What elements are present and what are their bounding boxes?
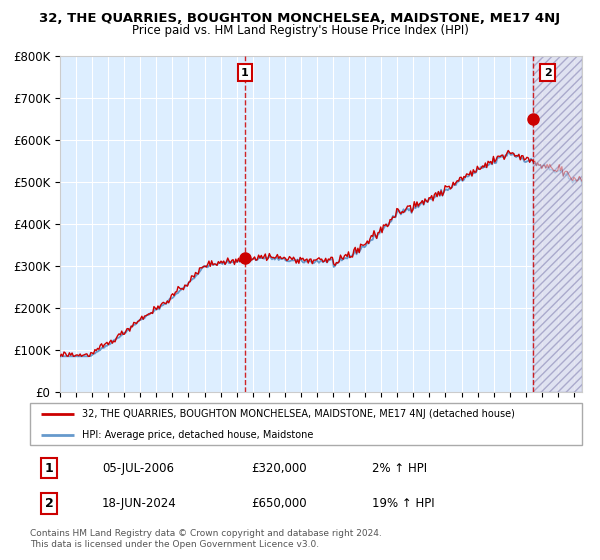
Text: 05-JUL-2006: 05-JUL-2006 [102, 461, 174, 475]
Text: 32, THE QUARRIES, BOUGHTON MONCHELSEA, MAIDSTONE, ME17 4NJ (detached house): 32, THE QUARRIES, BOUGHTON MONCHELSEA, M… [82, 409, 515, 419]
Text: HPI: Average price, detached house, Maidstone: HPI: Average price, detached house, Maid… [82, 430, 314, 440]
Bar [533, 56, 582, 392]
Text: £320,000: £320,000 [251, 461, 307, 475]
Text: 2: 2 [544, 68, 551, 78]
Text: 1: 1 [241, 68, 249, 78]
Text: 32, THE QUARRIES, BOUGHTON MONCHELSEA, MAIDSTONE, ME17 4NJ: 32, THE QUARRIES, BOUGHTON MONCHELSEA, M… [40, 12, 560, 25]
Text: 2: 2 [45, 497, 53, 510]
Text: £650,000: £650,000 [251, 497, 307, 510]
FancyBboxPatch shape [30, 403, 582, 445]
Text: Price paid vs. HM Land Registry's House Price Index (HPI): Price paid vs. HM Land Registry's House … [131, 24, 469, 36]
Bar [533, 56, 582, 392]
Text: 1: 1 [45, 461, 53, 475]
Text: 18-JUN-2024: 18-JUN-2024 [102, 497, 176, 510]
Text: Contains HM Land Registry data © Crown copyright and database right 2024.
This d: Contains HM Land Registry data © Crown c… [30, 529, 382, 549]
Text: 2% ↑ HPI: 2% ↑ HPI [372, 461, 427, 475]
Text: 19% ↑ HPI: 19% ↑ HPI [372, 497, 435, 510]
